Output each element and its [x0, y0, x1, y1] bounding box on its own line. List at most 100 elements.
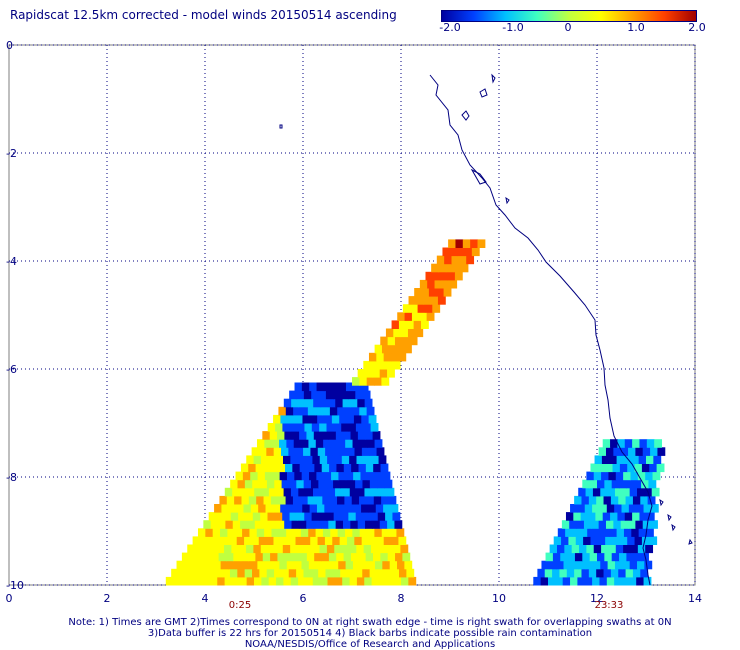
swath-cell [574, 568, 582, 578]
swath-cell [460, 263, 469, 273]
swath-cell [577, 504, 586, 513]
swath-cell [616, 455, 625, 464]
swath-cell [272, 471, 281, 481]
swath-cell [221, 504, 230, 513]
swath-cell [358, 552, 367, 562]
swath-cell [293, 406, 301, 416]
swath-cell [584, 576, 593, 586]
swath-cell [301, 382, 310, 392]
swath-cell [436, 255, 445, 265]
swath-cell [278, 528, 287, 537]
swath-cell [377, 479, 386, 489]
swath-cell [624, 439, 633, 448]
swath-cell [316, 560, 325, 570]
swath-cell [279, 560, 288, 570]
swath-cell [315, 439, 324, 448]
swath-cell [637, 487, 645, 497]
swath-cell [318, 568, 327, 578]
swath-cell [367, 560, 376, 570]
swath-cell [283, 398, 292, 408]
swath-cell [353, 414, 362, 424]
swath-cell [240, 463, 249, 473]
swath-cell [355, 512, 364, 521]
swath-cell [582, 479, 591, 489]
swath-cell [337, 406, 346, 416]
swath-cell [224, 487, 233, 497]
swath-cell [331, 382, 340, 392]
swath-cell [203, 520, 212, 529]
swath-cell [355, 479, 363, 489]
swath-cell [595, 512, 604, 521]
swath-cell [347, 479, 356, 489]
swath-cell [603, 568, 612, 578]
swath-cell [317, 536, 326, 545]
swath-cell [398, 536, 407, 545]
swath-cell [566, 568, 575, 578]
swath-cell [604, 552, 613, 562]
swath-cell [545, 552, 554, 562]
swath-cell [287, 504, 296, 513]
swath-cell [599, 504, 608, 513]
swath-cell [411, 312, 420, 321]
swath-cell [359, 495, 367, 505]
swath-cell [360, 471, 369, 481]
swath-cell [385, 328, 394, 338]
chart-title: Rapidscat 12.5km corrected - model winds… [10, 8, 397, 22]
swath-cell [407, 328, 416, 338]
swath-cell [326, 423, 335, 432]
swath-cell [220, 528, 228, 537]
time-label-left: 0:25 [229, 600, 251, 611]
swath-cell [394, 520, 403, 529]
swath-cell [261, 487, 270, 497]
swath-cell [632, 512, 640, 521]
swath-cell [299, 552, 308, 562]
swath-cell [257, 560, 266, 570]
swath-cell [310, 568, 319, 578]
swath-cell [637, 560, 645, 570]
swath-cell [292, 463, 301, 473]
swath-cell [605, 447, 614, 456]
swath-cell [315, 406, 324, 416]
swath-cell [234, 528, 243, 537]
swath-cell [289, 512, 298, 521]
swath-cell [338, 471, 347, 481]
swath-cell [643, 504, 652, 513]
swath-cell [326, 544, 335, 554]
swath-cell [365, 552, 374, 562]
swath-cell [165, 576, 174, 586]
swath-cell [326, 512, 335, 521]
swath-cell [378, 360, 386, 370]
swath-cell [340, 568, 349, 578]
swath-cell [617, 512, 626, 521]
swath-cell [260, 512, 269, 521]
swath-cell [397, 312, 406, 321]
swath-cell [339, 414, 348, 424]
swath-cell [417, 304, 426, 313]
swath-cell [419, 279, 428, 289]
swath-cell [349, 487, 358, 497]
swath-cell [224, 576, 233, 586]
swath-cell [303, 390, 312, 400]
swath-cell [380, 336, 389, 346]
swath-cell [333, 479, 341, 489]
swath-cell [338, 560, 347, 570]
swath-cell [421, 288, 430, 297]
swath-cell [251, 447, 260, 456]
swath-cell [610, 568, 619, 578]
swath-cell [408, 296, 417, 305]
swath-cell [410, 304, 419, 313]
swath-cell [292, 495, 301, 505]
swath-cell [589, 552, 598, 562]
swath-cell [366, 406, 375, 416]
swath-cell [371, 544, 379, 554]
swath-cell [327, 576, 336, 586]
swath-cell [345, 382, 354, 392]
swath-cell [239, 576, 248, 586]
swath-cell [455, 239, 464, 248]
swath-cell [606, 576, 615, 586]
swath-cell [231, 544, 240, 554]
swath-cell [301, 560, 310, 570]
swath-cell [632, 495, 641, 505]
x-tick-label: 10 [492, 592, 506, 605]
swath-cell [592, 487, 601, 497]
